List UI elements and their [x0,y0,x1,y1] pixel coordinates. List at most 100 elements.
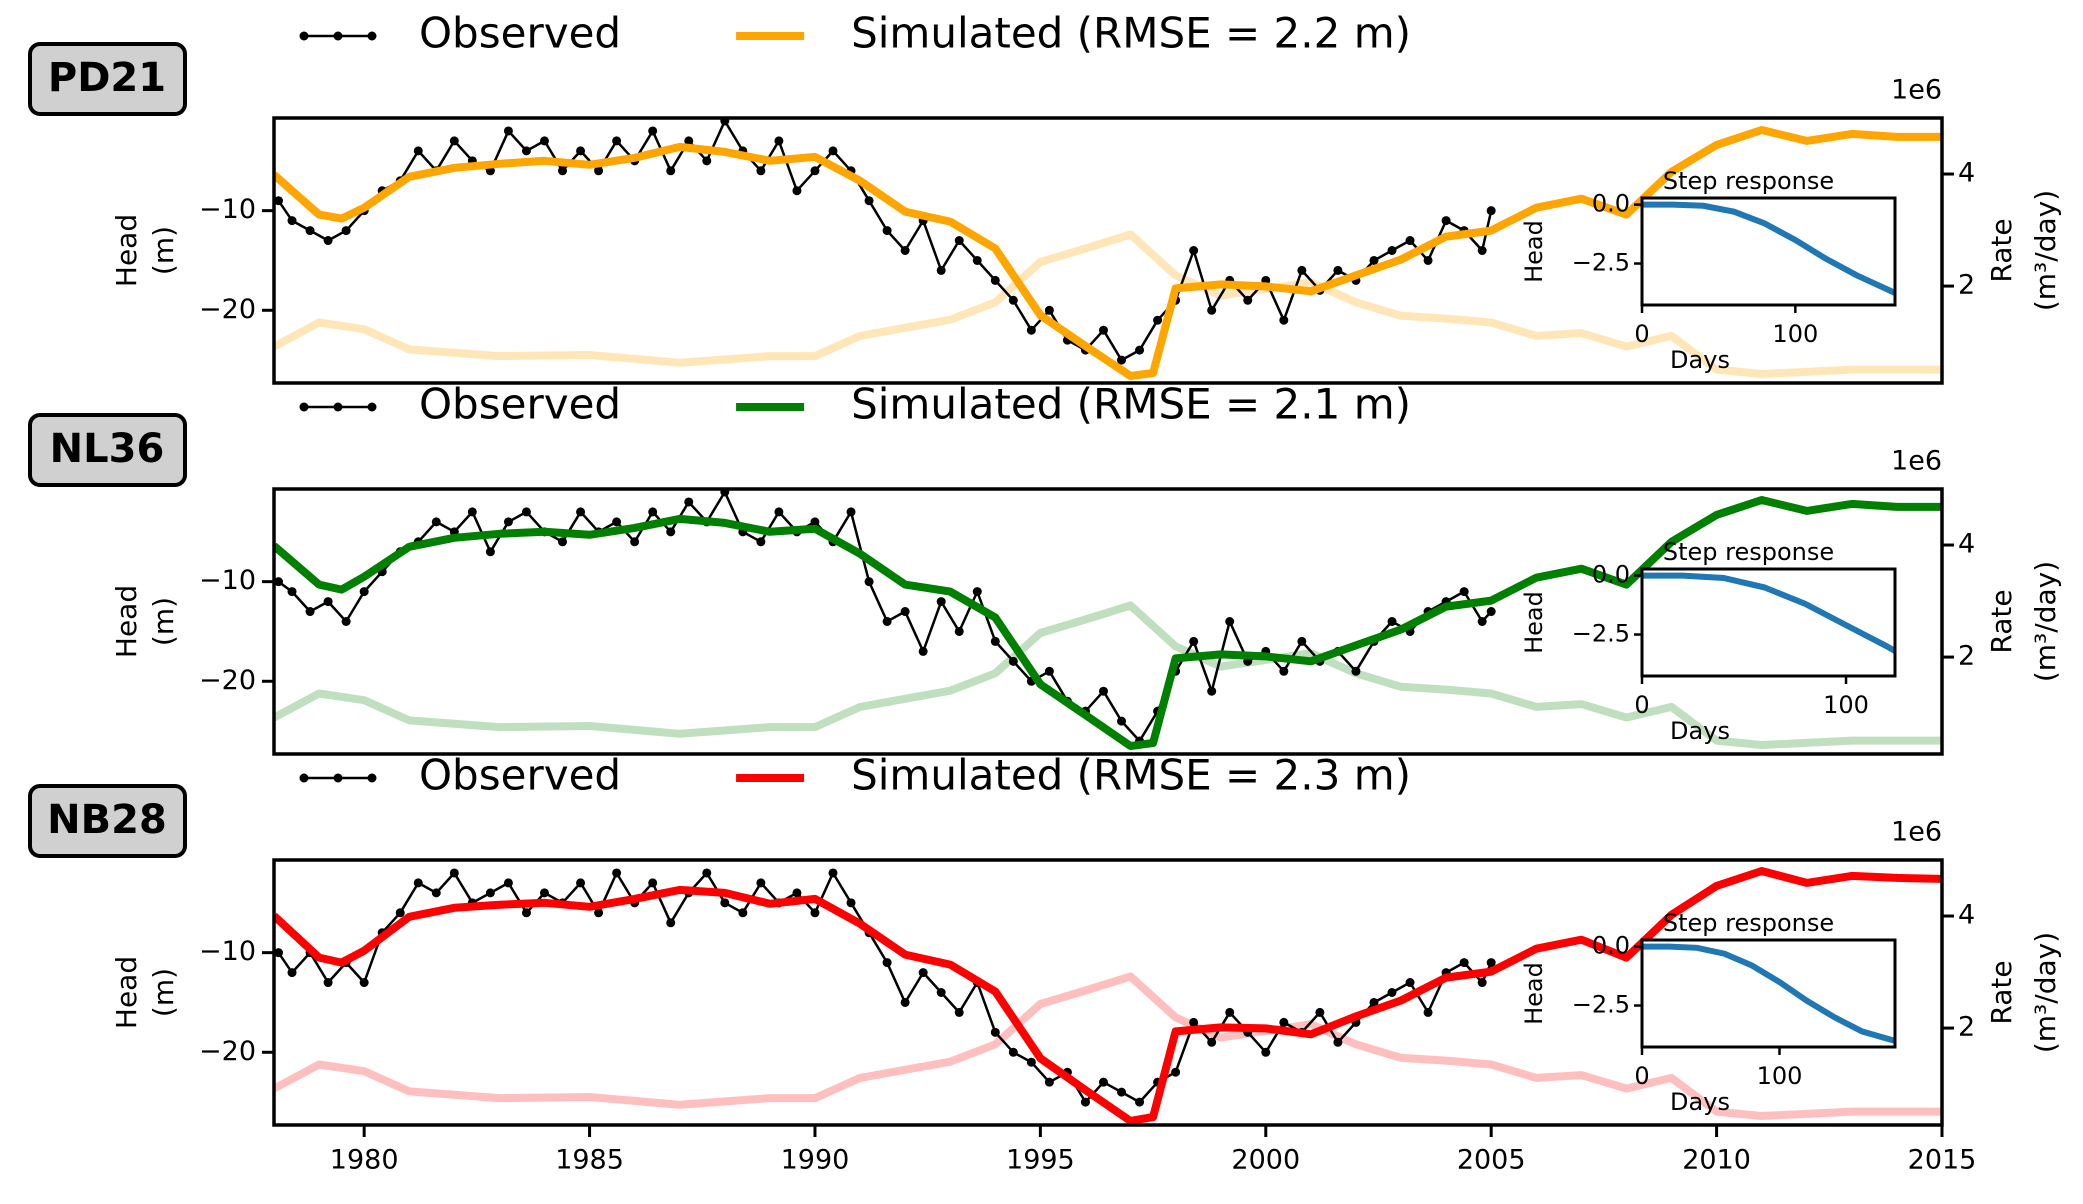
observed-point [1423,255,1433,265]
observed-point [774,507,784,517]
panel-label: PD21 [48,55,166,101]
observed-point [900,997,910,1007]
observed-point [558,166,568,176]
legend-label: Observed [419,9,621,58]
inset-y-label: Head [1520,220,1548,283]
observed-point [918,646,928,656]
observed-point [1207,305,1217,315]
observed-point [287,587,297,597]
step-response-line [1642,572,1897,654]
step-response-line [1642,201,1897,296]
observed-point [467,507,477,517]
observed-point [792,186,802,196]
rate-line [274,601,1942,749]
legend-marker [299,773,309,783]
observed-point [594,166,604,176]
observed-point [323,597,333,607]
observed-point [576,878,586,888]
x-tick-label: 2015 [1908,1145,1977,1176]
observed-point [900,246,910,255]
inset-y-tick-label: −2.5 [1572,620,1630,648]
observed-point [485,547,495,557]
legend-marker [333,31,343,41]
observed-point [990,1027,1000,1037]
y-axis-label: (m) [147,226,180,275]
y-tick-label: −10 [199,565,256,596]
observed-point [1486,958,1496,968]
observed-point [702,868,712,878]
observed-point [1135,345,1145,355]
observed-point [720,898,730,908]
observed-point [954,1007,964,1017]
observed-point [828,868,838,878]
observed-point [1387,246,1397,255]
inset-frame [1640,938,1897,1049]
observed-point [648,878,658,888]
legend-marker [333,773,343,783]
y2-axis-label: (m³/day) [2029,190,2062,311]
observed-point [1225,617,1235,626]
observed-point [558,537,568,547]
observed-point [359,587,369,597]
observed-point [274,577,284,587]
observed-point [449,868,459,878]
observed-point [666,918,676,928]
observed-point [1098,1077,1108,1087]
y-axis-label: Head [110,956,143,1029]
observed-point [666,527,676,537]
observed-point [1026,1057,1036,1067]
panel-label: NL36 [50,426,165,472]
y-tick-label: −20 [199,294,256,325]
x-tick-label: 1980 [330,1145,399,1176]
observed-point [720,118,730,126]
observed-point [1171,1067,1181,1077]
inset-x-tick-label: 0 [1634,691,1649,719]
observed-point [1459,587,1469,597]
rate-line [274,972,1942,1120]
y-axis-label: Head [110,585,143,658]
observed-point [1080,1097,1090,1107]
observed-point [1279,1017,1289,1027]
observed-point [972,255,982,265]
observed-point [1207,1037,1217,1047]
observed-point [1477,246,1487,255]
observed-point [1423,1007,1433,1017]
observed-point [1189,1017,1199,1027]
observed-point [990,275,1000,285]
y-tick-label: −10 [199,936,256,967]
y2-axis-label: Rate [1985,589,2018,653]
rate-line [274,230,1942,378]
inset-frame [1640,196,1897,307]
observed-point [1117,716,1127,726]
observed-point [1189,636,1199,646]
observed-point [413,146,423,156]
plot-area [274,489,1942,750]
observed-point [1297,265,1307,275]
observed-point [792,888,802,898]
observed-point [1008,295,1018,305]
y-tick-label: −10 [199,194,256,225]
observed-point [1459,958,1469,968]
y2-tick-label: 4 [1958,529,1975,560]
y-tick-label: −20 [199,665,256,696]
observed-point [341,617,351,626]
y2-offset: 1e6 [1891,446,1942,477]
inset-title: Step response [1663,538,1834,566]
observed-point [684,136,694,146]
observed-point [756,878,766,888]
observed-point [1405,978,1415,988]
observed-point [936,265,946,275]
observed-point [612,868,622,878]
observed-point [287,216,297,226]
observed-point [1369,255,1379,265]
observed-point [882,958,892,968]
observed-point [323,236,333,246]
observed-point [521,146,531,156]
inset-y-tick-label: −2.5 [1572,991,1630,1019]
observed-point [274,948,284,958]
observed-point [594,908,604,918]
y2-tick-label: 2 [1958,1012,1975,1043]
y2-axis-label: (m³/day) [2029,561,2062,682]
observed-point [1261,1047,1271,1057]
inset-x-tick-label: 100 [1823,691,1869,719]
